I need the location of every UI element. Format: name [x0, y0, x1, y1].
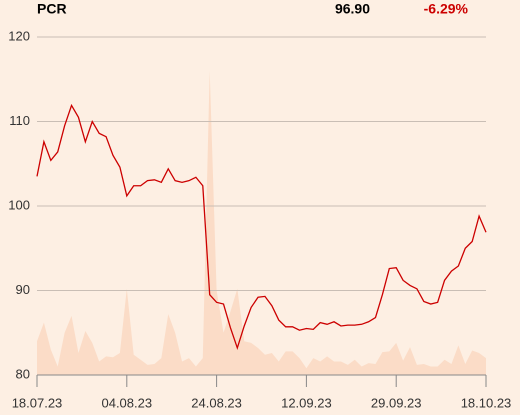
y-tick-label: 110	[9, 113, 30, 128]
x-tick-label: 18.10.23	[461, 395, 512, 410]
chart-title: PCR	[37, 1, 67, 17]
y-tick-label: 90	[16, 282, 30, 297]
x-tick-label: 12.09.23	[281, 395, 332, 410]
price: 96.90	[335, 1, 370, 17]
x-tick-label: 18.07.23	[12, 395, 63, 410]
y-tick-label: 120	[8, 28, 30, 43]
volume-area	[37, 70, 486, 376]
change: -6.29%	[424, 1, 469, 17]
y-tick-label: 80	[16, 366, 30, 381]
price-line	[36, 103, 487, 351]
x-tick-label: 24.08.23	[191, 395, 242, 410]
x-tick-label: 29.09.23	[371, 395, 422, 410]
x-tick-label: 04.08.23	[101, 395, 152, 410]
y-tick-label: 100	[8, 197, 30, 212]
